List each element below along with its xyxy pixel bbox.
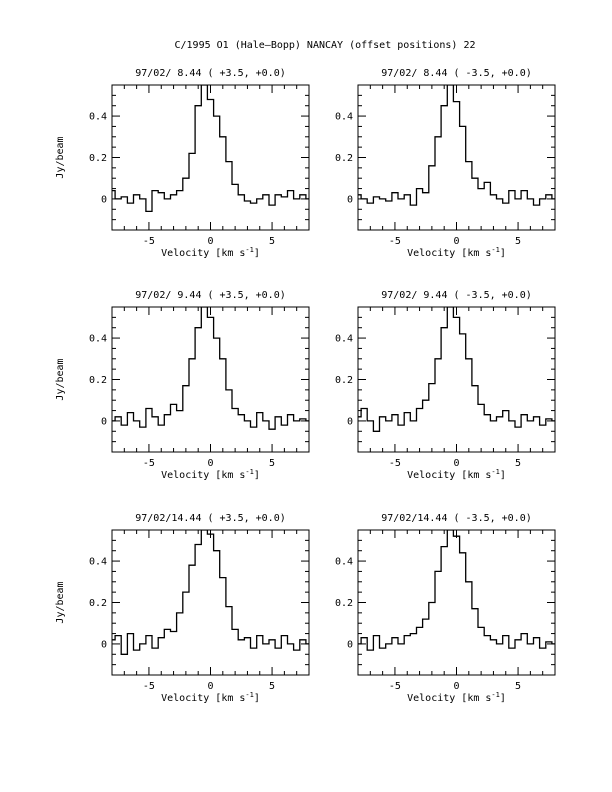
x-tick-label: 5 xyxy=(515,681,521,692)
spectrum-line xyxy=(112,85,309,213)
x-axis-label-end: ] xyxy=(500,693,506,704)
page-title: C/1995 O1 (Hale–Bopp) NANCAY (offset pos… xyxy=(174,40,475,51)
panel-title: 97/02/ 8.44 ( -3.5, +0.0) xyxy=(381,68,532,79)
y-tick-label: 0.4 xyxy=(335,557,353,568)
plot-frame xyxy=(111,84,310,231)
spectrum-panel-1: 97/02/ 8.44 ( +3.5, +0.0) -5 0 5 0 0.2 0.4 Velo… xyxy=(55,68,310,259)
y-axis-label: Jy/beam xyxy=(55,581,66,623)
x-axis-label-end: ] xyxy=(254,470,260,481)
x-axis-label-main: Velocity [km s xyxy=(161,470,245,481)
y-axis-label: Jy/beam xyxy=(55,358,66,400)
y-tick-label: 0 xyxy=(347,416,353,427)
panel-title: 97/02/14.44 ( +3.5, +0.0) xyxy=(135,513,286,524)
x-axis-label: Velocity [km s-1] xyxy=(161,691,260,704)
x-tick-label: -5 xyxy=(389,458,401,469)
spectrum-line xyxy=(358,530,555,651)
x-axis-label: Velocity [km s-1] xyxy=(161,246,260,259)
x-axis-label-main: Velocity [km s xyxy=(407,470,491,481)
x-tick-label: 5 xyxy=(515,236,521,247)
x-axis-label-end: ] xyxy=(500,248,506,259)
spectrum-line xyxy=(358,85,555,206)
x-tick-label: -5 xyxy=(143,236,155,247)
x-tick-label: -5 xyxy=(389,681,401,692)
spectrum-panel-5: 97/02/14.44 ( +3.5, +0.0) -5 0 5 0 0.2 0.4 Velo… xyxy=(55,513,310,704)
x-tick-label: 5 xyxy=(269,236,275,247)
y-tick-label: 0.4 xyxy=(335,112,353,123)
plot-frame xyxy=(111,529,310,676)
spectrum-panel-2: 97/02/ 8.44 ( -3.5, +0.0) -5 0 5 0 0.2 0.4 Velo… xyxy=(335,68,556,259)
x-tick-label: 0 xyxy=(207,236,213,247)
x-axis-label-main: Velocity [km s xyxy=(407,248,491,259)
panel-title: 97/02/14.44 ( -3.5, +0.0) xyxy=(381,513,532,524)
spectrum-panel-6: 97/02/14.44 ( -3.5, +0.0) -5 0 5 0 0.2 0.4 Velo… xyxy=(335,513,556,704)
spectrum-line xyxy=(358,307,555,432)
x-axis-label-end: ] xyxy=(254,248,260,259)
x-axis-label-superscript: -1 xyxy=(245,691,253,699)
panel-title: 97/02/ 8.44 ( +3.5, +0.0) xyxy=(135,68,286,79)
panel-title: 97/02/ 9.44 ( +3.5, +0.0) xyxy=(135,290,286,301)
y-tick-label: 0.2 xyxy=(335,153,353,164)
x-axis-label: Velocity [km s-1] xyxy=(407,246,506,259)
x-tick-label: 0 xyxy=(453,681,459,692)
y-tick-label: 0.4 xyxy=(335,334,353,345)
plot-frame xyxy=(357,84,556,231)
y-tick-label: 0.2 xyxy=(89,598,107,609)
x-tick-label: 5 xyxy=(269,458,275,469)
x-tick-label: 0 xyxy=(207,458,213,469)
x-tick-label: 5 xyxy=(269,681,275,692)
x-tick-label: -5 xyxy=(389,236,401,247)
x-axis-label-superscript: -1 xyxy=(491,691,499,699)
y-tick-label: 0.4 xyxy=(89,112,107,123)
x-axis-label-end: ] xyxy=(500,470,506,481)
y-tick-label: 0 xyxy=(101,639,107,650)
x-axis-label-superscript: -1 xyxy=(245,246,253,254)
x-axis-label-superscript: -1 xyxy=(491,468,499,476)
x-tick-label: 0 xyxy=(453,236,459,247)
spectrum-line xyxy=(112,307,309,430)
x-tick-label: -5 xyxy=(143,681,155,692)
y-tick-label: 0.4 xyxy=(89,557,107,568)
y-tick-label: 0 xyxy=(347,194,353,205)
plot-frame xyxy=(111,306,310,453)
x-axis-label: Velocity [km s-1] xyxy=(407,468,506,481)
y-axis-label: Jy/beam xyxy=(55,136,66,178)
y-tick-label: 0 xyxy=(101,416,107,427)
x-axis-label-main: Velocity [km s xyxy=(407,693,491,704)
x-axis-label-superscript: -1 xyxy=(491,246,499,254)
x-tick-label: -5 xyxy=(143,458,155,469)
spectrum-panel-4: 97/02/ 9.44 ( -3.5, +0.0) -5 0 5 0 0.2 0.4 Velo… xyxy=(335,290,556,481)
panel-title: 97/02/ 9.44 ( -3.5, +0.0) xyxy=(381,290,532,301)
x-tick-label: 5 xyxy=(515,458,521,469)
x-tick-label: 0 xyxy=(207,681,213,692)
x-tick-label: 0 xyxy=(453,458,459,469)
y-tick-label: 0.2 xyxy=(335,598,353,609)
spectra-panels: 97/02/ 8.44 ( +3.5, +0.0) -5 0 5 0 0.2 0.4 Velo… xyxy=(55,68,556,704)
x-axis-label-superscript: -1 xyxy=(245,468,253,476)
y-tick-label: 0.2 xyxy=(89,153,107,164)
spectrum-line xyxy=(112,530,309,655)
y-tick-label: 0.4 xyxy=(89,334,107,345)
plot-frame xyxy=(357,529,556,676)
y-tick-label: 0 xyxy=(347,639,353,650)
x-axis-label-end: ] xyxy=(254,693,260,704)
spectrum-panel-3: 97/02/ 9.44 ( +3.5, +0.0) -5 0 5 0 0.2 0.4 Velo… xyxy=(55,290,310,481)
plot-frame xyxy=(357,306,556,453)
x-axis-label: Velocity [km s-1] xyxy=(161,468,260,481)
y-tick-label: 0.2 xyxy=(335,375,353,386)
x-axis-label-main: Velocity [km s xyxy=(161,693,245,704)
x-axis-label-main: Velocity [km s xyxy=(161,248,245,259)
y-tick-label: 0 xyxy=(101,194,107,205)
y-tick-label: 0.2 xyxy=(89,375,107,386)
x-axis-label: Velocity [km s-1] xyxy=(407,691,506,704)
